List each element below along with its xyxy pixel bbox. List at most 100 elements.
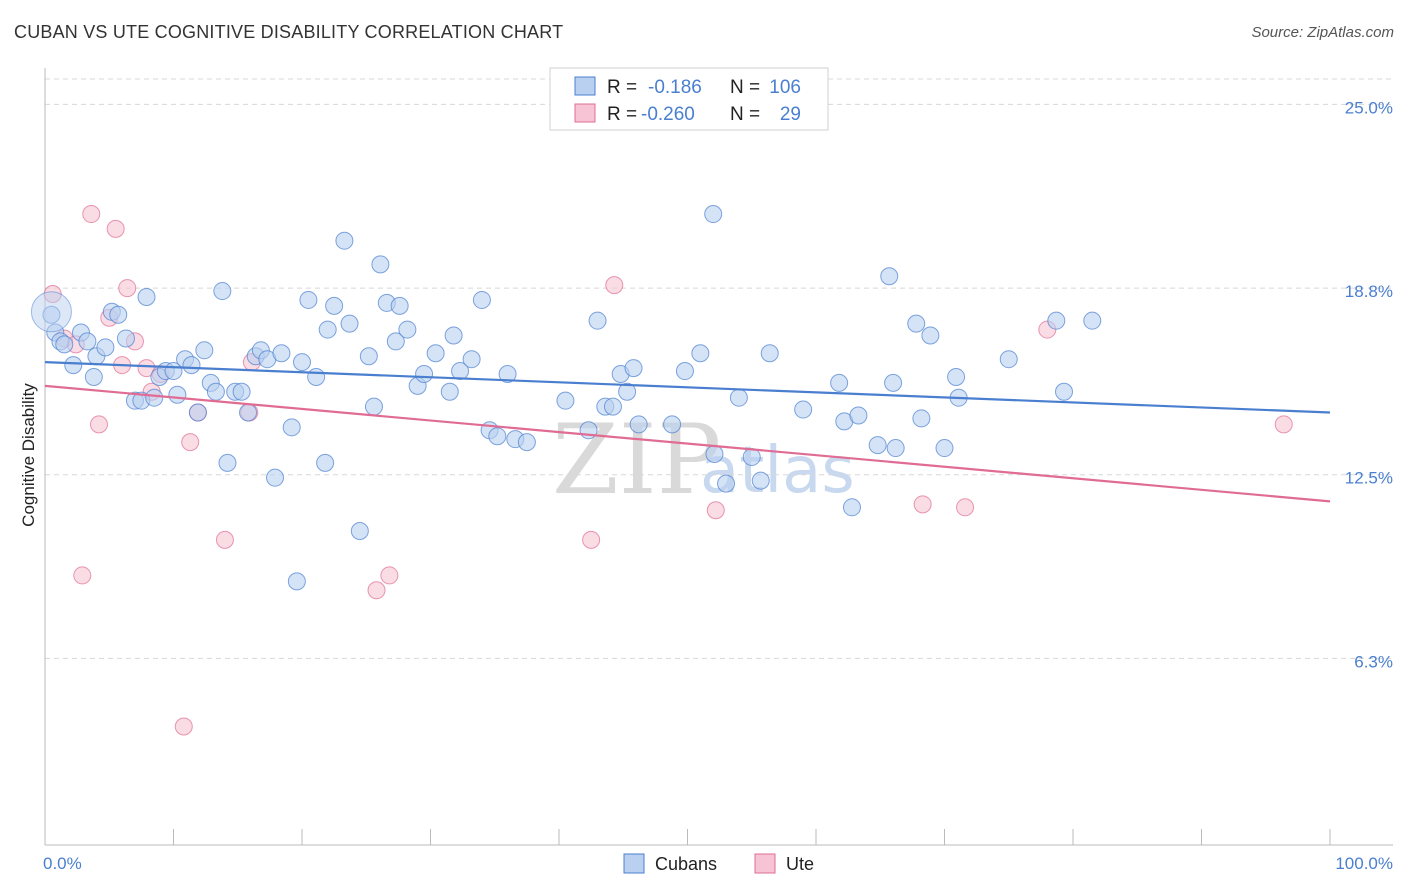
- cubans-point-27: [213, 282, 232, 301]
- cubans-point-38: [287, 572, 306, 591]
- x-tick-labels: 0.0% 100.0%: [43, 854, 1393, 873]
- ute-point-26: [956, 498, 975, 517]
- cubans-point-75: [624, 359, 643, 378]
- cubans-point-100: [999, 350, 1018, 369]
- legend-swatch-cubans: [574, 76, 596, 96]
- y-tick-label-3: 25.0%: [1345, 98, 1393, 117]
- source-credit: Source: ZipAtlas.com: [1251, 24, 1394, 41]
- cubans-point-42: [316, 453, 335, 472]
- legend-r-value-cubans: -0.186: [648, 77, 702, 98]
- cubans-point-30: [232, 382, 251, 401]
- cubans-point-46: [340, 314, 359, 333]
- cubans-point-37: [282, 418, 301, 437]
- cubans-point-43: [318, 320, 337, 339]
- cubans-point-84: [751, 471, 770, 490]
- correlation-legend: R = -0.186 N = 106 R = -0.260 N = 29: [549, 67, 829, 131]
- cubans-point-15: [137, 287, 156, 306]
- cubans-point-102: [1055, 382, 1074, 401]
- cubans-point-74: [618, 382, 637, 401]
- cubans-point-105: [884, 373, 903, 392]
- cubans-point-98: [947, 367, 966, 386]
- cubans-point-54: [398, 320, 417, 339]
- y-tick-labels: 6.3% 12.5% 18.8% 25.0%: [1345, 98, 1393, 671]
- cubans-point-26: [206, 382, 225, 401]
- ute-point-17: [215, 530, 234, 549]
- legend-n-value-cubans: 106: [769, 77, 801, 98]
- cubans-point-76: [629, 415, 648, 434]
- cubans-point-78: [675, 362, 694, 381]
- cubans-point-95: [912, 409, 931, 428]
- cubans-point-36: [272, 344, 291, 363]
- cubans-point-16: [145, 388, 164, 407]
- ute-point-14: [174, 717, 193, 736]
- chart-title: CUBAN VS UTE COGNITIVE DISABILITY CORREL…: [14, 22, 564, 42]
- cubans-point-9: [96, 338, 115, 357]
- y-tick-label-2: 18.8%: [1345, 282, 1393, 301]
- cubans-point-45: [335, 231, 354, 250]
- legend-r-label-cubans: R =: [607, 77, 637, 98]
- legend-n-label-ute: N =: [730, 104, 760, 125]
- cubans-point-89: [842, 498, 861, 517]
- cubans-point-49: [364, 397, 383, 416]
- legend-n-label-cubans: N =: [730, 77, 760, 98]
- cubans-point-97: [935, 439, 954, 458]
- cubans-point-39: [293, 353, 311, 372]
- bottom-legend-swatch-ute: [754, 853, 776, 874]
- cubans-point-80: [705, 444, 724, 463]
- cubans-trend-line: [44, 361, 1331, 414]
- cubans-point-93: [886, 439, 905, 458]
- cubans-point-50: [371, 255, 390, 274]
- legend-n-value-ute: 29: [780, 104, 801, 125]
- cubans-point-53: [390, 296, 409, 315]
- cubans-point-56: [415, 365, 434, 383]
- cubans-point-22: [182, 356, 201, 375]
- y-tick-label-1: 12.5%: [1345, 469, 1393, 488]
- cubans-point-52: [386, 332, 405, 351]
- bottom-legend-label-ute: Ute: [786, 854, 814, 874]
- cubans-point-90: [849, 406, 868, 425]
- cubans-point-85: [760, 344, 779, 363]
- cubans-point-70: [588, 311, 607, 330]
- ute-point-25: [913, 495, 932, 514]
- cubans-point-92: [880, 267, 899, 286]
- cubans-point-67: [517, 433, 536, 452]
- ute-point-5: [89, 415, 108, 434]
- ute-point-21: [380, 566, 399, 585]
- cubans-point-61: [462, 350, 481, 369]
- cubans-point-24: [195, 341, 214, 360]
- cubans-point-82: [729, 388, 748, 407]
- cubans-point-65: [498, 365, 517, 383]
- cubans-point-35: [266, 468, 285, 487]
- cubans-point-87: [830, 373, 849, 392]
- cubans-point-3: [55, 335, 74, 354]
- cubans-point-31: [239, 403, 258, 422]
- cubans-point-7: [84, 367, 103, 386]
- cubans-point-72: [603, 397, 622, 416]
- cubans-point-68: [556, 391, 575, 410]
- cubans-point-44: [325, 296, 344, 315]
- ute-trend-line: [44, 384, 1331, 503]
- axes: [44, 68, 1393, 846]
- cubans-point-28: [218, 453, 237, 472]
- trend-lines: [44, 361, 1331, 503]
- cubans-point-57: [426, 344, 445, 363]
- ute-point-20: [367, 581, 386, 600]
- ute-point-4: [82, 205, 101, 224]
- cubans-point-40: [299, 290, 318, 309]
- cubans-point-60: [451, 362, 470, 381]
- y-tick-label-0: 6.3%: [1354, 652, 1393, 671]
- cubans-point-59: [444, 326, 463, 345]
- cubans-point-103: [1083, 311, 1102, 330]
- bottom-legend-label-cubans: Cubans: [655, 854, 717, 874]
- x-tick-min: 0.0%: [43, 854, 82, 873]
- cubans-points: [30, 205, 1102, 591]
- cubans-point-77: [663, 415, 682, 434]
- cubans-point-96: [921, 326, 940, 345]
- cubans-point-58: [440, 382, 459, 401]
- cubans-point-large: [30, 291, 72, 333]
- cubans-point-104: [704, 205, 723, 224]
- cubans-point-12: [116, 329, 135, 348]
- ute-point-7: [106, 219, 125, 238]
- cubans-point-41: [307, 367, 326, 386]
